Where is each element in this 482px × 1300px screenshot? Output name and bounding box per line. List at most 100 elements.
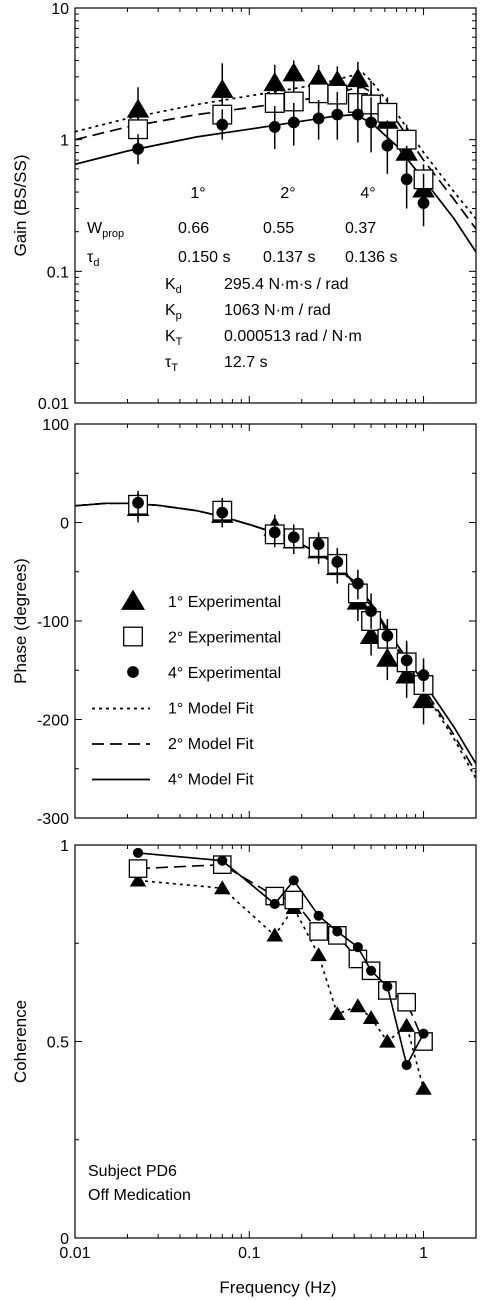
row-value: 0.66 [178, 220, 209, 237]
legend-label: 2° Experimental [168, 630, 281, 647]
data-point [365, 605, 377, 618]
legend-label: 4° Experimental [168, 665, 281, 682]
param-label-sub: p [176, 310, 182, 322]
data-point [217, 855, 228, 866]
data-point [310, 947, 327, 962]
medication-label: Off Medication [88, 1187, 191, 1204]
y-tick-label: 0.5 [47, 1035, 69, 1052]
y-tick-label: 1 [60, 838, 69, 855]
data-point [400, 654, 413, 667]
plot-frame [74, 7, 477, 404]
data-point [401, 1060, 412, 1071]
data-point [352, 942, 363, 953]
data-point [349, 998, 367, 1013]
data-point [132, 496, 144, 509]
param-value: 1063 N·m / rad [224, 302, 331, 319]
legend: 1° Experimental 2° Experimental 4° Experim… [92, 589, 281, 789]
row-label: Wprop [87, 220, 124, 240]
data-point [309, 922, 328, 941]
param-label-sub: T [171, 362, 178, 374]
data-point [308, 83, 329, 104]
model-fit-line [75, 86, 476, 230]
data-point [268, 121, 281, 133]
data-point [266, 927, 283, 942]
data-point [284, 890, 304, 910]
param-label-main: K [165, 302, 176, 319]
param-value: 0.000513 rad / N·m [224, 328, 362, 345]
row-value: 0.37 [345, 220, 376, 237]
y-tick-label: 0 [60, 1231, 69, 1248]
x-tick-label: 0.01 [59, 1245, 90, 1262]
y-tick-label: 10 [51, 1, 69, 18]
row-label: τd [87, 249, 99, 269]
legend-label: 1° Experimental [168, 594, 281, 611]
data-point [381, 139, 394, 152]
param-value: 12.7 s [224, 354, 268, 371]
y-tick-label: -100 [37, 614, 69, 631]
column-header: 1° [190, 185, 205, 202]
phase-panel: -300 -200 -100 0 100 Phase (degrees) 1° Experi… [11, 417, 477, 828]
data-point [379, 1033, 396, 1048]
row-label-main: τ [87, 249, 94, 266]
y-tick-label: 0.01 [38, 396, 69, 413]
row-value: 0.150 s [178, 249, 230, 266]
x-tick-label: 0.1 [238, 1245, 260, 1262]
y-tick-label: -200 [37, 713, 69, 730]
plot-area [75, 60, 476, 253]
data-point [346, 68, 370, 88]
data-point [331, 108, 344, 121]
y-tick-label: 1 [60, 133, 69, 150]
model-fit-line [75, 72, 476, 220]
data-point [352, 108, 364, 121]
coherence-panel: 0 0.5 1 0.01 0.1 1 Coherence Subject PD6 Off Med… [11, 838, 477, 1262]
data-point [128, 859, 148, 878]
gain-panel: 0.01 0.1 1 10 Gain (BS/SS) 1° 2° 4° Wprop 0.66 0.5… [11, 1, 477, 413]
data-point [417, 197, 430, 209]
legend-label: 1° Model Fit [168, 701, 254, 718]
legend-marker [127, 666, 139, 678]
y-tick-label: -300 [37, 811, 69, 828]
y-tick-label: 0.1 [47, 264, 69, 281]
param-label: Kd [165, 276, 182, 296]
param-label: Kp [165, 302, 182, 322]
x-tick-label: 1 [419, 1245, 428, 1262]
data-point [211, 78, 234, 98]
data-point [376, 647, 399, 667]
plot-area [128, 847, 433, 1095]
data-point [132, 143, 144, 155]
param-label: KT [165, 328, 183, 348]
data-point [129, 872, 147, 887]
data-point [216, 118, 229, 131]
plot-frame [74, 423, 477, 819]
row-value: 0.137 s [263, 249, 315, 266]
y-axis-label: Phase (degrees) [11, 558, 30, 684]
data-point [282, 62, 306, 82]
column-header: 4° [360, 185, 375, 202]
data-point [418, 1028, 429, 1039]
data-point [415, 1080, 432, 1095]
row-label-sub: d [93, 257, 99, 269]
data-point [398, 1017, 415, 1032]
param-label-main: τ [165, 354, 172, 371]
row-label-sub: prop [102, 228, 124, 240]
data-point [377, 102, 398, 123]
data-point [126, 98, 150, 118]
data-point [329, 1006, 346, 1021]
data-point [287, 116, 300, 129]
param-label-main: K [165, 276, 176, 293]
param-value: 295.4 N·m·s / rad [224, 276, 348, 293]
data-point [216, 506, 229, 519]
plot-area [75, 490, 476, 780]
data-point [362, 1010, 380, 1024]
data-point [417, 669, 430, 682]
y-tick-label: 0 [60, 516, 69, 533]
y-axis-label: Gain (BS/SS) [11, 154, 30, 256]
data-point [397, 992, 416, 1012]
y-axis-label: Coherence [11, 1000, 30, 1083]
plot-frame [74, 844, 477, 1239]
data-point [269, 898, 280, 909]
param-label: τT [165, 354, 178, 374]
param-label-main: K [165, 328, 176, 345]
data-point [313, 910, 324, 921]
